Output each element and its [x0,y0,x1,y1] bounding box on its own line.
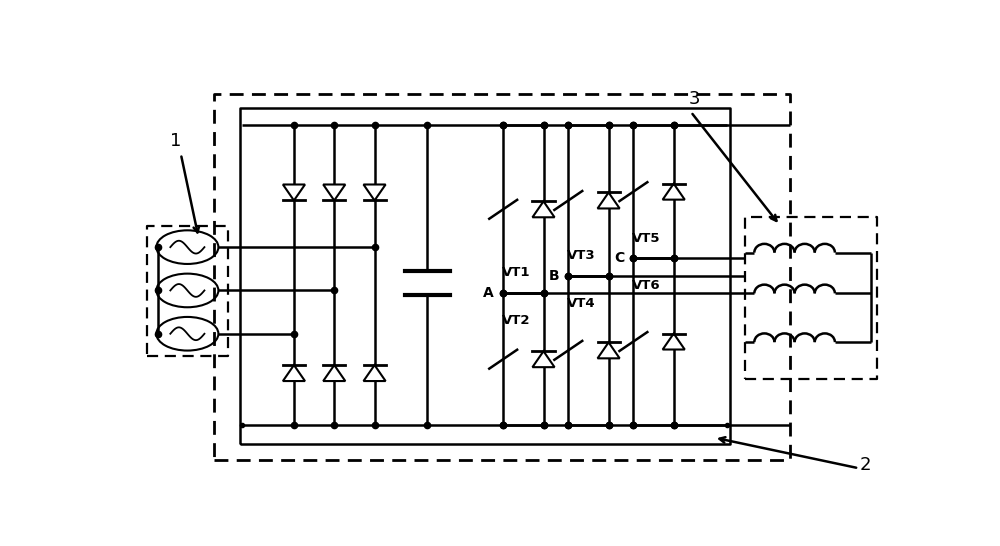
Polygon shape [283,185,305,200]
Polygon shape [323,185,345,200]
Text: A: A [483,287,494,300]
Polygon shape [532,201,555,217]
Text: 2: 2 [859,456,871,474]
Text: VT2: VT2 [502,314,530,327]
Polygon shape [598,342,620,358]
Polygon shape [364,365,386,381]
Polygon shape [532,351,555,367]
Polygon shape [364,185,386,200]
Polygon shape [663,334,685,349]
Text: VT1: VT1 [502,266,530,279]
Polygon shape [283,365,305,381]
Polygon shape [323,365,345,381]
Polygon shape [598,193,620,209]
Text: 3: 3 [689,90,700,108]
Text: C: C [614,251,624,265]
Text: 1: 1 [170,132,182,150]
Text: VT4: VT4 [567,296,595,310]
Text: VT6: VT6 [632,279,660,292]
Text: B: B [548,269,559,283]
Polygon shape [663,183,685,200]
Text: VT5: VT5 [632,232,660,245]
Text: VT3: VT3 [567,249,595,262]
